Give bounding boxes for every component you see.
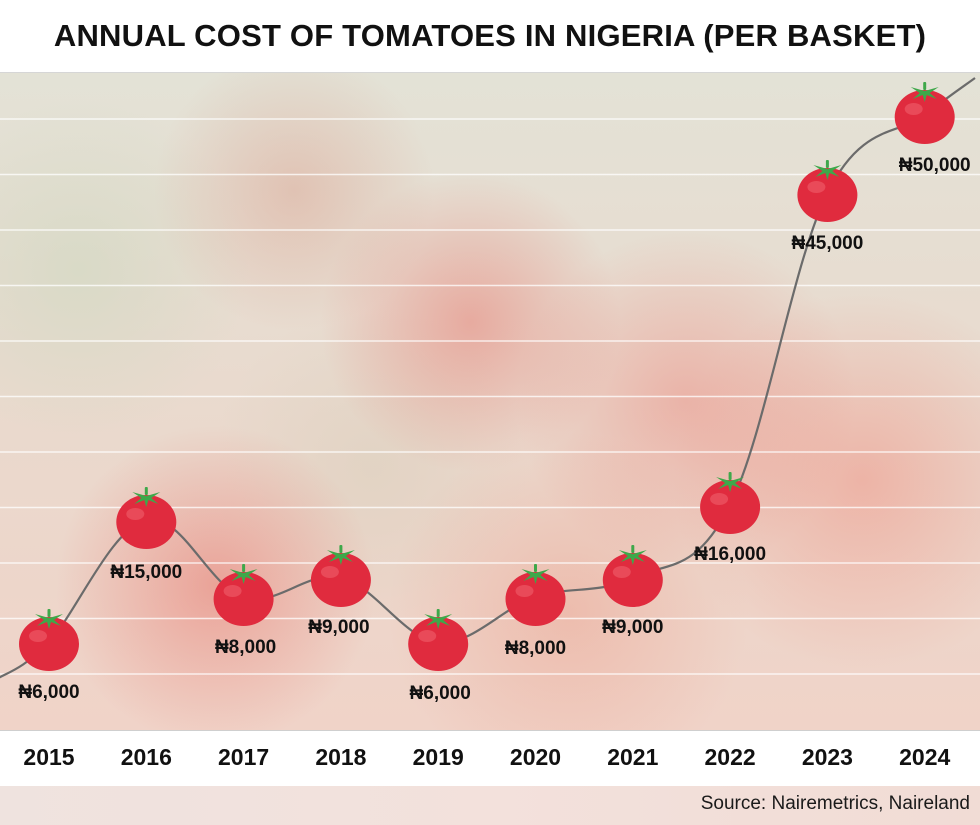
footer-band (0, 786, 980, 825)
data-label: ₦45,000 (791, 233, 863, 254)
tomato-icon (894, 82, 955, 144)
tomato-icon (797, 160, 858, 222)
source-note: Source: Nairemetrics, Naireland (700, 793, 970, 814)
tomato-icon (602, 545, 663, 607)
x-tick-label: 2017 (218, 744, 269, 770)
tomato-icon (408, 609, 469, 671)
tomato-icon (505, 564, 566, 626)
data-label: ₦8,000 (215, 637, 276, 658)
title-bar: ANNUAL COST OF TOMATOES IN NIGERIA (PER … (0, 0, 980, 73)
x-axis-band (0, 730, 980, 787)
data-label: ₦9,000 (602, 617, 663, 638)
x-tick-label: 2023 (802, 744, 853, 770)
x-tick-label: 2020 (510, 744, 561, 770)
data-label: ₦16,000 (694, 544, 766, 565)
x-tick-label: 2018 (315, 744, 366, 770)
tomato-markers (19, 82, 955, 671)
data-label: ₦50,000 (899, 155, 971, 176)
tomato-icon (116, 487, 177, 549)
data-label: ₦9,000 (308, 617, 369, 638)
tomato-icon (213, 564, 274, 626)
data-label: ₦15,000 (110, 562, 182, 583)
x-tick-label: 2016 (121, 744, 172, 770)
data-label: ₦8,000 (505, 638, 566, 659)
tomato-icon (19, 609, 79, 671)
x-tick-label: 2015 (23, 744, 74, 770)
data-label: ₦6,000 (18, 682, 79, 703)
data-label: ₦6,000 (410, 683, 471, 704)
value-labels: ₦6,000 ₦15,000 ₦8,000 ₦9,000 ₦6,000 ₦8,000 ₦9,… (18, 155, 970, 704)
x-tick-label: 2019 (413, 744, 464, 770)
chart-title: ANNUAL COST OF TOMATOES IN NIGERIA (PER … (53, 18, 927, 53)
x-tick-label: 2024 (899, 744, 950, 770)
tomato-icon (700, 472, 761, 534)
tomato-icon (310, 545, 371, 607)
x-axis: 2015 2016 2017 2018 2019 2020 2021 2022 2023 2024 (23, 744, 950, 770)
x-tick-label: 2022 (705, 744, 756, 770)
x-tick-label: 2021 (607, 744, 658, 770)
